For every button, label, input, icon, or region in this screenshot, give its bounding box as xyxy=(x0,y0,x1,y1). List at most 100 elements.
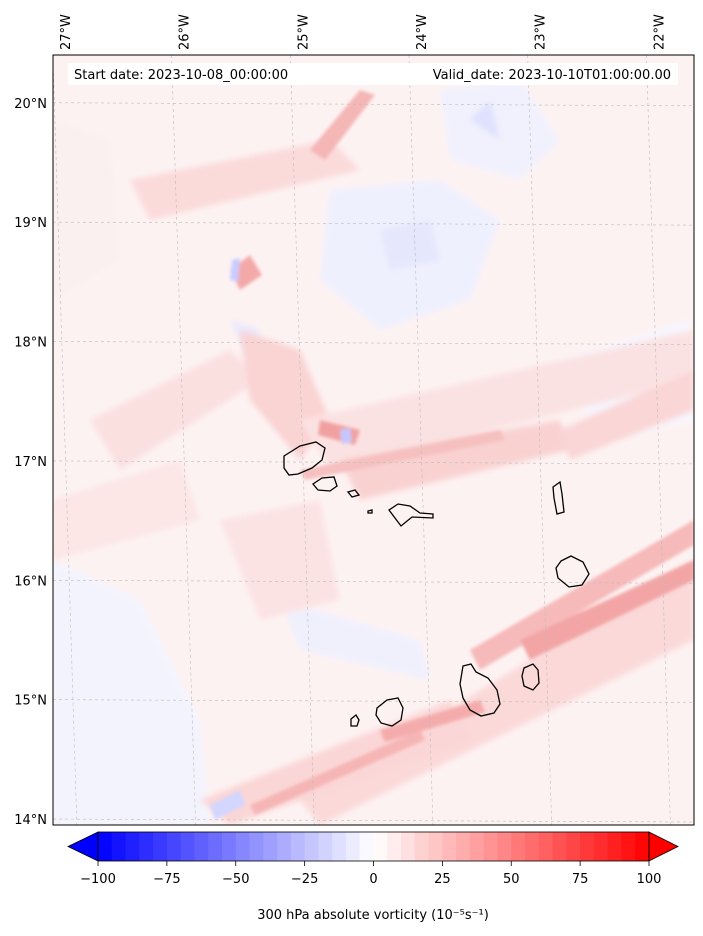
lat-tick-label: 17°N xyxy=(14,455,47,470)
colorbar-cell xyxy=(221,832,237,861)
colorbar-cell xyxy=(263,832,278,861)
colorbar-cell xyxy=(345,832,361,861)
colorbar-tick-label: 100 xyxy=(637,872,662,887)
colorbar-cell xyxy=(525,832,540,861)
gridlines xyxy=(53,55,694,825)
island-santa-luzia xyxy=(346,489,361,498)
longitude-labels: 27°W 26°W 25°W 24°W 23°W 22°W xyxy=(59,14,668,50)
gridline-lat xyxy=(53,460,694,465)
lat-tick-label: 15°N xyxy=(14,694,47,709)
gridline-lon xyxy=(289,55,315,825)
colorbar-ticks: −100 −75 −50 −25 0 25 50 75 100 xyxy=(80,861,661,887)
lat-tick-label: 18°N xyxy=(14,336,47,351)
colorbar-cell xyxy=(387,832,402,861)
gridline-lon xyxy=(408,55,434,825)
gridline-lon xyxy=(171,55,196,825)
colorbar-cell xyxy=(153,832,168,861)
colorbar-cell xyxy=(249,832,264,861)
colorbar-cell xyxy=(290,832,306,861)
start-date-label: Start date: 2023-10-08_00:00:00 xyxy=(74,68,288,83)
colorbar-cell xyxy=(497,832,512,861)
lat-tick-label: 19°N xyxy=(14,216,47,231)
lon-tick-label: 26°W xyxy=(178,14,193,50)
gridline-lat xyxy=(53,579,694,584)
colorbar-cell xyxy=(635,832,650,861)
colorbar-cell xyxy=(125,832,140,861)
colorbar-cell xyxy=(621,832,636,861)
colorbar-tick-label: −75 xyxy=(153,872,180,887)
lat-tick-label: 14°N xyxy=(14,813,47,828)
gridline-lat xyxy=(53,102,694,107)
colorbar-cells xyxy=(98,832,650,861)
colorbar-tick-label: 0 xyxy=(369,872,377,887)
colorbar-label: 300 hPa absolute vorticity (10⁻⁵s⁻¹) xyxy=(257,908,489,923)
plot-frame xyxy=(52,54,695,826)
colorbar-cell xyxy=(235,832,251,861)
colorbar-tick-label: 50 xyxy=(503,872,520,887)
colorbar-tick-label: 25 xyxy=(434,872,451,887)
colorbar-cell xyxy=(456,832,471,861)
island-santiago xyxy=(459,663,501,717)
island-sal xyxy=(552,480,565,515)
colorbar-cell xyxy=(414,832,430,861)
colorbar-cell xyxy=(552,832,567,861)
colorbar-tick-label: −100 xyxy=(80,872,116,887)
colorbar-cell xyxy=(208,832,223,861)
lon-tick-label: 27°W xyxy=(59,14,74,50)
island-branco xyxy=(367,509,373,514)
colorbar-cell xyxy=(401,832,416,861)
island-sao-nicolau xyxy=(388,503,434,527)
colorbar-cell xyxy=(277,832,292,861)
island-maio xyxy=(521,663,540,691)
colorbar-tick-label: −25 xyxy=(291,872,318,887)
colorbar-cell xyxy=(373,832,388,861)
island-brava xyxy=(350,714,360,727)
island-boa-vista xyxy=(555,555,590,588)
colorbar-extend-low xyxy=(67,831,99,862)
colorbar-cell xyxy=(194,832,209,861)
colorbar-cell xyxy=(98,832,113,861)
gridline-lon xyxy=(53,55,78,825)
island-santo-antao xyxy=(283,441,326,476)
colorbar-cell xyxy=(304,832,319,861)
latitude-labels: 20°N 19°N 18°N 17°N 16°N 15°N 14°N xyxy=(14,97,47,828)
colorbar-cell xyxy=(538,832,554,861)
colorbar-tick-label: −50 xyxy=(222,872,249,887)
gridline-lon xyxy=(646,55,671,825)
colorbar-cell xyxy=(593,832,609,861)
island-fogo xyxy=(375,697,404,727)
coastlines xyxy=(283,441,590,727)
vorticity-field xyxy=(53,55,694,825)
colorbar-cell xyxy=(359,832,375,861)
lon-tick-label: 22°W xyxy=(652,14,667,50)
lon-tick-label: 23°W xyxy=(534,14,549,50)
gridline-lat xyxy=(53,221,694,226)
colorbar-cell xyxy=(166,832,182,861)
colorbar-cell xyxy=(483,832,499,861)
lon-tick-label: 24°W xyxy=(415,14,430,50)
colorbar-cell xyxy=(580,832,595,861)
colorbar-cell xyxy=(511,832,526,861)
lon-tick-label: 25°W xyxy=(296,14,311,50)
colorbar-cell xyxy=(428,832,443,861)
colorbar-cell xyxy=(566,832,581,861)
lat-tick-label: 20°N xyxy=(14,97,47,112)
gridline-lat xyxy=(53,699,694,703)
colorbar-cell xyxy=(469,832,485,861)
colorbar-cell xyxy=(607,832,623,861)
gridline-lat xyxy=(53,341,694,345)
colorbar: −100 −75 −50 −25 0 25 50 75 100 300 hPa absolute… xyxy=(67,831,679,923)
colorbar-cell xyxy=(111,832,127,861)
colorbar-cell xyxy=(139,832,154,861)
colorbar-extend-high xyxy=(648,831,679,862)
colorbar-cell xyxy=(318,832,333,861)
header-box xyxy=(68,63,678,85)
colorbar-cell xyxy=(180,832,196,861)
colorbar-cell xyxy=(332,832,347,861)
gridline-lon xyxy=(527,55,552,825)
gridline-lat xyxy=(53,818,694,823)
island-sao-vicente xyxy=(312,476,338,492)
colorbar-cell xyxy=(442,832,457,861)
colorbar-tick-label: 75 xyxy=(572,872,589,887)
